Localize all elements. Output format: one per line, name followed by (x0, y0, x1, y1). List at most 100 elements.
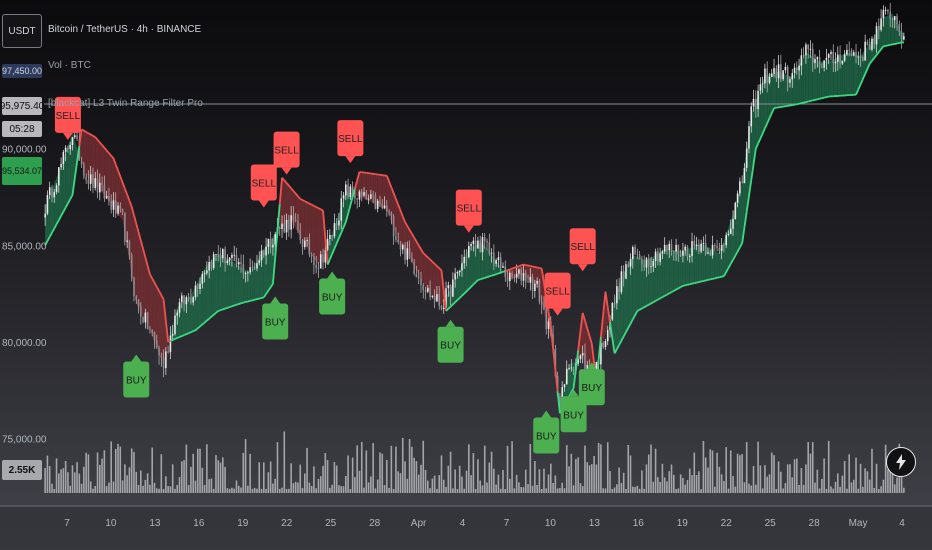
volume-bar (802, 484, 805, 493)
band-segment (824, 60, 827, 98)
y-tick-label: 85,000.00 (2, 241, 47, 252)
x-tick-label: Apr (411, 518, 427, 529)
band-segment (637, 256, 640, 311)
candle (253, 262, 256, 270)
volume-bar (807, 442, 809, 493)
candle (534, 279, 536, 298)
candle (110, 194, 112, 214)
candle (442, 298, 445, 314)
band-segment (318, 208, 321, 265)
filter-segment (609, 322, 614, 339)
band-segment (801, 56, 804, 104)
volume-bar (755, 484, 757, 493)
volume-bar (420, 464, 422, 493)
filter-segment (181, 334, 185, 337)
band-segment (885, 15, 888, 46)
filter-segment (442, 290, 447, 312)
candle (654, 248, 657, 269)
candle (176, 309, 179, 325)
candle (155, 334, 158, 349)
volume-bar (119, 446, 122, 493)
candle (875, 22, 878, 53)
candle (244, 271, 247, 283)
candle (743, 163, 746, 184)
indicator-legend[interactable]: [blackcat] L3 Twin Range Filter Pro (48, 98, 203, 109)
volume-bar (354, 477, 356, 493)
symbol-title[interactable]: Bitcoin / TetherUS · 4h · BINANCE (48, 24, 202, 35)
candle (240, 254, 242, 273)
candle (611, 301, 614, 321)
candle (267, 238, 270, 255)
volume-bar (310, 486, 313, 493)
filter-segment (600, 314, 605, 338)
filter-segment (199, 323, 203, 328)
filter-segment (732, 255, 737, 261)
candle (502, 262, 504, 268)
volume-bar (518, 482, 520, 493)
candle (821, 63, 823, 69)
lightning-bolt-icon[interactable] (886, 447, 916, 477)
candle (87, 170, 90, 190)
volume-bar (490, 451, 493, 493)
candle (235, 247, 238, 268)
candle (351, 181, 354, 196)
band-segment (883, 16, 886, 47)
candle (862, 55, 864, 62)
candle (315, 255, 317, 274)
currency-button[interactable]: USDT (2, 14, 42, 48)
band-segment (496, 260, 499, 275)
volume-bar (545, 488, 548, 493)
volume-bar (103, 450, 106, 493)
filter-segment (470, 283, 474, 288)
candle (620, 265, 623, 295)
filter-segment (135, 223, 140, 233)
band-segment (682, 250, 686, 286)
band-segment (241, 267, 244, 304)
volume-bar (686, 480, 689, 493)
x-tick-label: 4 (460, 518, 466, 529)
volume-bar (258, 462, 261, 493)
volume-bar (331, 484, 333, 493)
band-segment (118, 170, 121, 218)
volume-bar (704, 457, 707, 493)
filter-segment (602, 291, 607, 315)
filter-segment (757, 138, 762, 145)
filter-segment (117, 170, 122, 177)
candle (199, 277, 201, 295)
volume-bar (203, 484, 206, 493)
volume-legend[interactable]: Vol · BTC (48, 60, 91, 71)
volume-bar (843, 461, 846, 493)
candle (449, 284, 452, 306)
candle (185, 295, 188, 314)
filter-segment (281, 177, 285, 181)
filter-segment (315, 206, 319, 209)
candle (652, 258, 655, 273)
candle (841, 60, 844, 66)
filter-segment (814, 98, 818, 101)
filter-segment (130, 206, 135, 216)
filter-segment (224, 306, 228, 310)
band-segment (887, 14, 891, 46)
volume-bar (620, 483, 623, 493)
signal-text: SELL (56, 111, 81, 122)
candle (367, 194, 370, 205)
candle (741, 175, 743, 184)
filter-segment (445, 308, 449, 312)
filter-segment (586, 328, 591, 337)
filter-segment (761, 128, 766, 134)
candle (770, 68, 773, 78)
candle (474, 234, 477, 257)
volume-bar (424, 469, 427, 493)
volume-bar (324, 452, 327, 493)
filter-segment (447, 305, 452, 310)
volume-bar (96, 452, 99, 493)
band-segment (480, 243, 483, 280)
band-segment (685, 249, 688, 286)
candle (859, 48, 862, 67)
candle (124, 212, 126, 246)
volume-bar (317, 478, 320, 493)
volume-bar (632, 486, 634, 493)
volume-bar (128, 467, 131, 493)
filter-segment (344, 213, 349, 223)
